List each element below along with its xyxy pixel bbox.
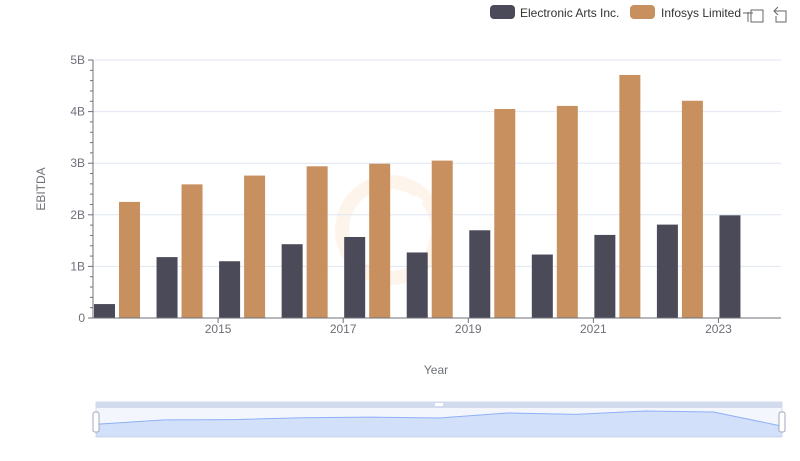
x-axis: 2015 2017 2019 2021 2023 xyxy=(93,317,781,336)
legend-swatch-infosys[interactable] xyxy=(630,5,655,19)
legend[interactable]: Electronic Arts Inc. Infosys Limited xyxy=(490,5,741,20)
bar-electronic-arts-2020[interactable] xyxy=(469,230,491,318)
zoom-icon[interactable] xyxy=(743,9,764,23)
bar-infosys-2023[interactable] xyxy=(681,100,703,318)
data-zoom-preview-area xyxy=(96,411,782,437)
data-zoom-right-handle[interactable] xyxy=(778,411,786,433)
bar-electronic-arts-2021[interactable] xyxy=(531,254,553,318)
y-tick-label: 0 xyxy=(78,311,85,325)
x-axis-title: Year xyxy=(424,363,448,377)
x-tick-label: 2015 xyxy=(205,322,232,336)
y-tick-label: 1B xyxy=(70,259,85,273)
y-tick-label: 5B xyxy=(70,53,85,67)
bar-electronic-arts-2018[interactable] xyxy=(344,236,366,318)
x-tick-label: 2021 xyxy=(580,322,607,336)
bar-electronic-arts-2022[interactable] xyxy=(594,234,616,318)
bar-infosys-2020[interactable] xyxy=(494,109,516,319)
legend-label-infosys[interactable]: Infosys Limited xyxy=(661,6,741,20)
y-tick-label: 4B xyxy=(70,105,85,119)
data-zoom-slider[interactable] xyxy=(92,401,786,438)
bar-electronic-arts-2017[interactable] xyxy=(281,244,303,318)
bar-electronic-arts-2023[interactable] xyxy=(656,224,678,318)
data-zoom-left-handle[interactable] xyxy=(92,411,100,433)
bar-infosys-2019[interactable] xyxy=(431,160,453,318)
data-zoom-preview-line xyxy=(95,410,783,427)
bar-infosys-2021[interactable] xyxy=(556,105,578,318)
bar-infosys-2018[interactable] xyxy=(369,163,391,318)
x-tick-label: 2019 xyxy=(455,322,482,336)
bar-electronic-arts-2016[interactable] xyxy=(219,261,241,318)
data-zoom-move-grip[interactable] xyxy=(435,403,443,406)
bar-electronic-arts-2024[interactable] xyxy=(719,215,741,318)
bar-infosys-2014[interactable] xyxy=(119,201,140,318)
legend-swatch-electronic-arts[interactable] xyxy=(490,5,515,19)
bar-electronic-arts-2015[interactable] xyxy=(156,257,178,318)
y-tick-label: 2B xyxy=(70,208,85,222)
legend-label-electronic-arts[interactable]: Electronic Arts Inc. xyxy=(520,6,619,20)
y-axis: 0 1B 2B 3B 4B 5B xyxy=(70,53,94,325)
x-tick-label: 2017 xyxy=(330,322,357,336)
bars xyxy=(94,74,741,319)
restore-icon[interactable] xyxy=(773,6,787,23)
bar-electronic-arts-2019[interactable] xyxy=(406,252,428,318)
bar-infosys-2017[interactable] xyxy=(306,166,328,318)
bar-infosys-2016[interactable] xyxy=(244,175,266,318)
bar-infosys-2015[interactable] xyxy=(181,184,203,318)
y-tick-label: 3B xyxy=(70,156,85,170)
bar-electronic-arts-2014[interactable] xyxy=(94,304,115,318)
y-axis-title: EBITDA xyxy=(34,167,48,210)
bar-infosys-2022[interactable] xyxy=(619,74,641,319)
x-tick-label: 2023 xyxy=(705,322,732,336)
